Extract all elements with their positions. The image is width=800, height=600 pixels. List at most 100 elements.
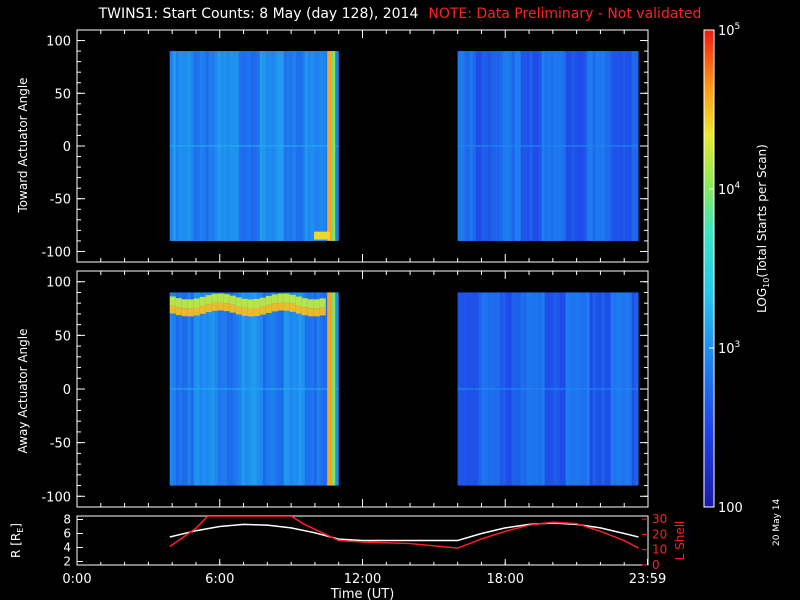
orbit-ytick-left: 8 bbox=[63, 513, 71, 527]
heatmap-cell bbox=[217, 302, 224, 311]
heatmap-cell bbox=[301, 307, 308, 316]
title-note: NOTE: Data Preliminary - Not validated bbox=[428, 6, 702, 22]
orbit-ytick-right: 0 bbox=[652, 558, 660, 572]
heatmap-cell bbox=[223, 294, 230, 304]
colorbar: 105 104 103 100 LOG10(Total Starts per Scan) bbox=[703, 22, 771, 516]
ytick-label: 100 bbox=[46, 276, 71, 291]
title-main: TWINS1: Start Counts: 8 May (day 128), 2… bbox=[98, 6, 419, 22]
heatmap-cell bbox=[289, 294, 296, 304]
heatmap-cell bbox=[223, 303, 230, 312]
ytick-label: -100 bbox=[41, 245, 71, 260]
colorbar-tick-label: 105 bbox=[718, 22, 740, 39]
xtick-label: 0:00 bbox=[62, 572, 91, 587]
heatmap-cell bbox=[175, 307, 182, 316]
figure-title: TWINS1: Start Counts: 8 May (day 128), 2… bbox=[0, 6, 800, 22]
away-ylabel: Away Actuator Angle bbox=[16, 328, 30, 454]
orbit-ytick-left: 4 bbox=[63, 541, 71, 555]
heatmap-cell bbox=[241, 298, 248, 308]
heatmap-cell bbox=[319, 307, 326, 316]
heatmap-layer bbox=[169, 51, 639, 486]
heatmap-cell bbox=[193, 307, 200, 316]
orbit-ytick-left: 2 bbox=[63, 555, 71, 569]
heatmap-cell bbox=[457, 387, 639, 390]
colorbar-tick-label: 104 bbox=[718, 181, 741, 198]
heatmap-cell bbox=[271, 303, 278, 312]
heatmap-cell bbox=[229, 295, 236, 305]
heatmap-cell bbox=[169, 296, 176, 306]
heatmap-cell bbox=[199, 296, 206, 306]
heatmap-cell bbox=[205, 295, 212, 305]
heatmap-cell bbox=[259, 306, 266, 315]
heatmap-cell bbox=[181, 308, 188, 317]
heatmap-cell bbox=[169, 387, 339, 390]
xtick-label: 23:59 bbox=[629, 572, 666, 587]
orbit-ylabel-right: L Shell bbox=[673, 521, 687, 561]
heatmap-cell bbox=[199, 305, 206, 314]
lshell-series-line bbox=[169, 516, 639, 549]
ytick-label: 50 bbox=[54, 329, 71, 344]
heatmap-cell bbox=[193, 298, 200, 308]
heatmap-cell bbox=[277, 302, 284, 311]
heatmap-cell bbox=[277, 293, 284, 303]
heatmap-cell bbox=[175, 298, 182, 308]
heatmap-cell bbox=[247, 308, 254, 317]
heatmap-cell bbox=[313, 308, 320, 317]
orbit-layer bbox=[169, 516, 639, 549]
xtick-label: 6:00 bbox=[205, 572, 234, 587]
heatmap-cell bbox=[259, 297, 266, 307]
heatmap-cell bbox=[211, 302, 218, 311]
ytick-label: -50 bbox=[50, 193, 71, 208]
heatmap-cell bbox=[229, 304, 236, 313]
ytick-label: -50 bbox=[50, 437, 71, 452]
colorbar-gradient bbox=[703, 29, 715, 508]
heatmap-cell bbox=[253, 308, 260, 317]
colorbar-tick-label: 100 bbox=[718, 501, 743, 516]
heatmap-cell bbox=[217, 293, 224, 303]
toward-ylabel: Toward Actuator Angle bbox=[16, 77, 30, 213]
heatmap-cell bbox=[235, 297, 242, 307]
heatmap-cell bbox=[457, 144, 639, 147]
heatmap-cell bbox=[187, 299, 194, 309]
xtick-label: 18:00 bbox=[487, 572, 524, 587]
ytick-label: 0 bbox=[63, 140, 71, 155]
heatmap-cell bbox=[253, 299, 260, 309]
heatmap-cell bbox=[307, 299, 314, 309]
ytick-label: 0 bbox=[63, 383, 71, 398]
date-stamp: 20 May 14 bbox=[772, 498, 782, 546]
heatmap-cell bbox=[283, 302, 290, 311]
heatmap-cell bbox=[265, 304, 272, 313]
heatmap-cell bbox=[313, 299, 320, 309]
heatmap-cell bbox=[241, 307, 248, 316]
r-series-line bbox=[169, 522, 639, 542]
heatmap-cell bbox=[295, 305, 302, 314]
heatmap-cell bbox=[265, 295, 272, 305]
heatmap-band bbox=[332, 292, 336, 486]
ytick-label: 100 bbox=[46, 35, 71, 50]
orbit-ytick-right: 10 bbox=[652, 543, 667, 557]
heatmap-cell bbox=[307, 308, 314, 317]
heatmap-cell bbox=[289, 303, 296, 312]
heatmap-band bbox=[327, 51, 333, 241]
heatmap-cell bbox=[205, 304, 212, 313]
heatmap-cell bbox=[295, 296, 302, 306]
ytick-label: 50 bbox=[54, 87, 71, 102]
orbit-ylabel-left: R [RE] bbox=[9, 523, 25, 558]
heatmap-cell bbox=[301, 298, 308, 308]
heatmap-cell bbox=[169, 144, 339, 147]
colorbar-label: LOG10(Total Starts per Scan) bbox=[755, 144, 771, 313]
heatmap-cell bbox=[283, 293, 290, 303]
axes-layer: 100500-50-100100500-50-100864230201000:0… bbox=[9, 29, 687, 600]
ytick-label: -100 bbox=[41, 490, 71, 505]
heatmap-cell bbox=[181, 299, 188, 309]
heatmap-band bbox=[332, 51, 336, 241]
heatmap-cell bbox=[247, 299, 254, 309]
heatmap-cell bbox=[187, 308, 194, 317]
colorbar-tick-label: 103 bbox=[718, 340, 740, 357]
orbit-ytick-right: 30 bbox=[652, 512, 667, 526]
xtick-label: 12:00 bbox=[344, 572, 381, 587]
heatmap-cell bbox=[314, 231, 331, 240]
xaxis-label: Time (UT) bbox=[330, 587, 395, 600]
orbit-ytick-left: 6 bbox=[63, 527, 71, 541]
heatmap-cell bbox=[271, 294, 278, 304]
